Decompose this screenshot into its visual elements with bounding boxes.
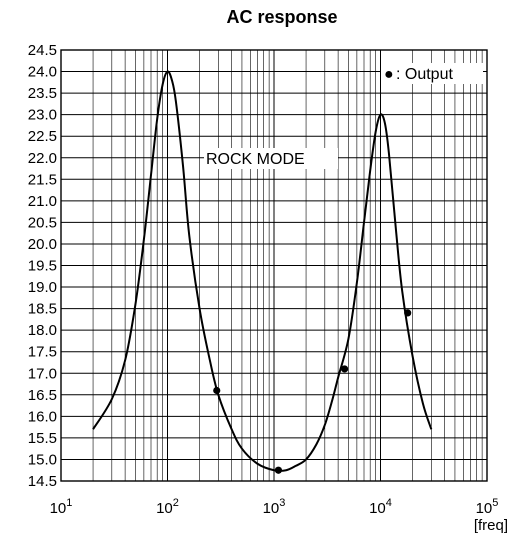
output-point [213,386,221,395]
x-tick-label: 101 [50,497,73,517]
y-tick-label: 15.0 [28,451,57,468]
output-point [404,309,412,317]
y-tick-label: 22.5 [28,128,57,145]
x-axis-label: [freq] [474,517,508,534]
y-tick-label: 21.0 [28,193,57,210]
y-tick-label: 23.0 [28,107,57,124]
y-tick-label: 23.5 [28,85,57,102]
legend-label: : Output [396,66,453,83]
legend: ● : Output [381,63,483,84]
legend-marker: ● [384,66,394,83]
output-points [213,309,412,474]
y-tick-label: 21.5 [28,171,57,188]
y-tick-label: 24.5 [28,42,57,59]
x-tick-label: 105 [476,497,499,517]
y-tick-label: 18.5 [28,301,57,318]
plot-frame [60,49,488,482]
chart-title: AC response [226,7,337,27]
mode-annotation: ROCK MODE [206,151,305,168]
output-point [274,466,283,474]
annotation-background [204,148,338,169]
y-axis-ticks: 24.5 24.0 23.5 23.0 22.5 22.0 21.5 21.0 20.5 20.0… [28,42,57,490]
y-tick-label: 18.0 [28,322,57,339]
y-tick-label: 22.0 [28,150,57,167]
output-point [340,365,349,373]
x-tick-label: 102 [156,497,179,517]
x-tick-label: 103 [263,497,286,517]
y-tick-label: 17.0 [28,365,57,382]
y-tick-label: 19.0 [28,279,57,296]
y-tick-label: 20.5 [28,214,57,231]
grid [60,49,488,482]
x-axis-ticks: 101 102 103 104 105 [50,497,499,517]
y-tick-label: 16.5 [28,387,57,404]
y-tick-label: 14.5 [28,473,57,490]
legend-background [381,63,483,84]
mode-annotation-group: ROCK MODE [204,148,338,169]
x-tick-label: 104 [369,497,392,517]
y-tick-label: 16.0 [28,408,57,425]
y-tick-label: 15.5 [28,430,57,447]
y-tick-label: 19.5 [28,258,57,275]
y-tick-label: 17.5 [28,344,57,361]
y-tick-label: 20.0 [28,236,57,253]
y-tick-label: 24.0 [28,64,57,81]
